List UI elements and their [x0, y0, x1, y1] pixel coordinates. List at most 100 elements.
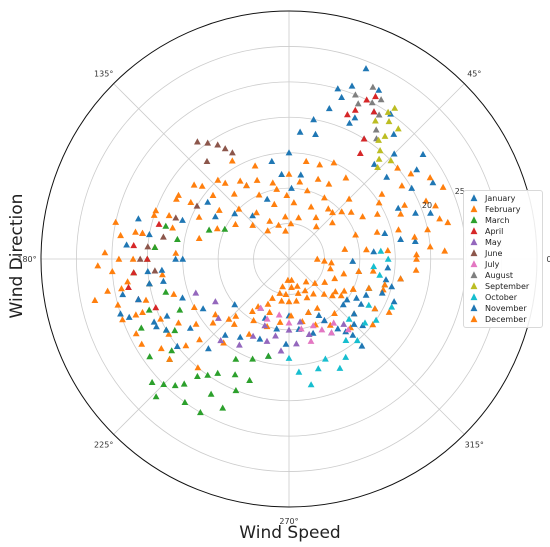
legend-item: ▲ April: [468, 226, 538, 237]
data-point: [230, 320, 238, 327]
data-point: [160, 380, 168, 387]
data-point: [349, 285, 357, 292]
data-point: [340, 287, 348, 294]
data-point: [350, 320, 358, 327]
data-point: [232, 387, 240, 394]
data-point: [132, 330, 140, 337]
angle-tick-label: 225°: [94, 440, 113, 449]
data-point: [124, 278, 131, 285]
data-point: [282, 227, 289, 234]
data-point: [297, 171, 305, 178]
data-point: [264, 300, 272, 307]
data-point: [388, 303, 396, 310]
data-point: [263, 337, 271, 344]
data-point: [424, 226, 431, 233]
data-point: [347, 208, 355, 215]
data-point: [408, 184, 416, 191]
data-point: [175, 319, 182, 326]
data-point: [293, 282, 301, 289]
data-point: [397, 235, 404, 242]
data-point: [329, 219, 336, 226]
data-point: [151, 243, 159, 250]
data-point: [305, 308, 312, 315]
data-point: [160, 233, 167, 240]
data-point: [285, 326, 293, 333]
data-point: [339, 301, 347, 308]
angle-tick-label: 45°: [467, 70, 481, 79]
data-point: [205, 345, 212, 352]
data-point: [390, 150, 398, 157]
data-point: [288, 276, 295, 283]
data-point: [162, 326, 170, 333]
data-point: [370, 248, 378, 255]
data-point: [376, 147, 384, 154]
data-point: [265, 352, 272, 359]
angle-tick-label: 90°: [282, 0, 296, 2]
data-point: [264, 227, 272, 234]
data-point: [276, 318, 284, 325]
legend-item: ▲ May: [468, 237, 538, 248]
data-point: [214, 369, 222, 376]
data-point: [115, 255, 123, 262]
data-point: [334, 325, 342, 332]
legend-label: March: [485, 216, 510, 225]
data-point: [190, 181, 198, 188]
data-point: [312, 214, 320, 221]
data-point: [215, 314, 222, 321]
data-point: [316, 161, 324, 168]
angle-tick-label: 0°: [546, 255, 550, 264]
data-point: [313, 304, 321, 311]
data-point: [325, 180, 333, 187]
data-point: [287, 312, 295, 319]
data-point: [427, 209, 434, 216]
data-point: [381, 229, 389, 236]
data-point: [387, 157, 395, 164]
angle-tick-label: 135°: [94, 70, 113, 79]
data-point: [175, 191, 182, 198]
legend-marker-icon: ▲: [470, 215, 478, 225]
data-point: [336, 364, 344, 371]
data-point: [236, 177, 244, 184]
data-point: [411, 233, 418, 240]
legend-item: ▲ February: [468, 204, 538, 215]
data-point: [144, 268, 152, 275]
data-point: [229, 149, 236, 156]
data-point: [232, 312, 240, 319]
data-point: [249, 307, 256, 314]
data-point: [444, 218, 452, 226]
data-point: [130, 242, 138, 249]
data-point: [186, 324, 194, 331]
data-point: [385, 118, 393, 125]
data-point: [383, 173, 391, 180]
data-point: [352, 91, 359, 98]
data-point: [358, 342, 366, 349]
data-point: [236, 333, 244, 340]
data-point: [199, 305, 207, 312]
data-point: [350, 310, 358, 317]
data-point: [407, 170, 415, 177]
data-point: [197, 409, 204, 416]
data-point: [231, 371, 239, 378]
data-point: [375, 111, 383, 118]
data-point: [326, 321, 334, 328]
data-point: [277, 347, 285, 354]
data-point: [143, 255, 151, 262]
data-point: [395, 226, 402, 233]
legend-marker-icon: ▲: [470, 259, 478, 269]
data-point: [382, 276, 390, 283]
data-point: [165, 212, 173, 219]
data-point: [381, 281, 389, 288]
data-point: [196, 336, 203, 343]
data-point: [266, 308, 273, 315]
data-point: [182, 342, 190, 349]
data-point: [172, 255, 179, 262]
data-point: [285, 319, 293, 326]
data-point: [441, 247, 449, 254]
data-point: [148, 378, 156, 385]
data-point: [228, 157, 236, 164]
data-point: [270, 200, 278, 207]
data-point: [301, 287, 309, 294]
data-point: [269, 294, 276, 301]
series-october: [285, 247, 396, 388]
legend-item: ▲ November: [468, 303, 538, 314]
